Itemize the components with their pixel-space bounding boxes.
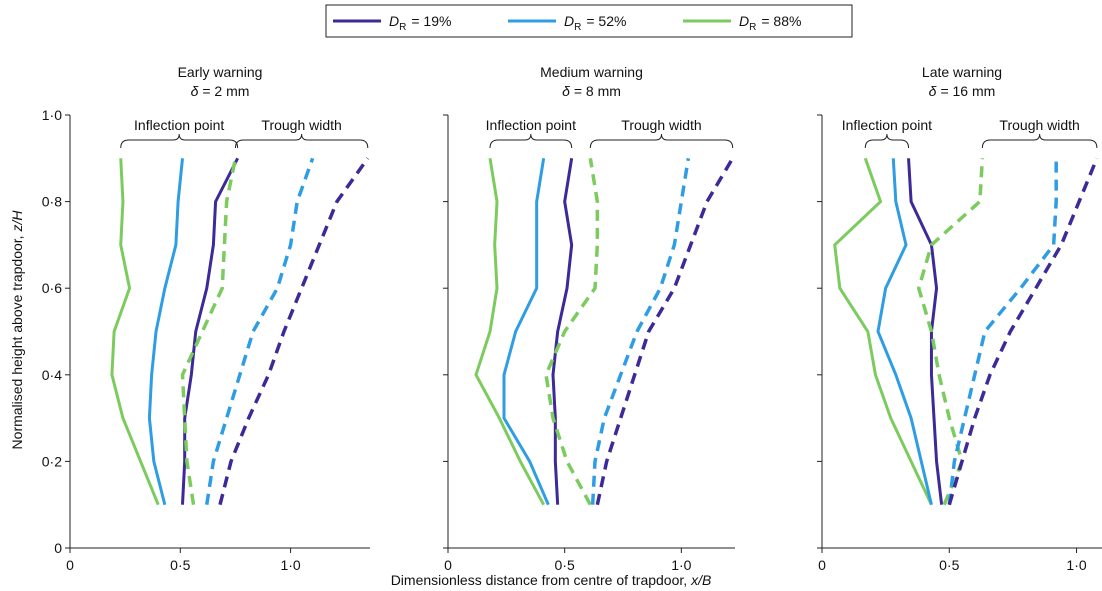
y-axis-label: Normalised height above trapdoor, z/H: [9, 210, 25, 450]
y-tick-label: 0·4: [42, 367, 62, 383]
panel-subtitle: δ = 16 mm: [929, 83, 996, 99]
x-tick-label: 0·5: [939, 557, 959, 573]
solid-line: [147, 158, 184, 506]
legend-box: [325, 4, 853, 38]
subtitle-text: = 8 mm: [574, 83, 621, 99]
legend-symbol: D: [564, 13, 574, 29]
annotation-brace: [864, 133, 910, 149]
annotation-brace: [589, 133, 734, 149]
dashed-line: [180, 157, 238, 505]
x-tick-label: 0: [818, 557, 826, 573]
subtitle-symbol: δ: [929, 83, 937, 99]
legend-label: DR = 19%: [389, 13, 451, 33]
legend-symbol: D: [389, 13, 399, 29]
x-tick-label: 0·5: [555, 557, 575, 573]
solid-line: [551, 158, 574, 505]
annotation: Trough width: [999, 117, 1079, 133]
solid-line: [907, 158, 944, 505]
annotation: Trough width: [261, 117, 341, 133]
dashed-line: [947, 157, 1099, 506]
y-tick-label: 1·0: [42, 107, 62, 123]
x-tick-label: 1·0: [1066, 557, 1086, 573]
x-tick-label: 1·0: [280, 557, 300, 573]
x-label-var: x/B: [690, 572, 711, 588]
solid-line: [181, 157, 239, 505]
dashed-line: [595, 157, 735, 506]
legend-symbol: D: [739, 13, 749, 29]
x-tick-label: 0·5: [170, 557, 190, 573]
dashed-line: [218, 157, 370, 506]
y-tick-label: 0·6: [42, 280, 62, 296]
legend-label: DR = 52%: [564, 13, 626, 33]
legend-subscript: R: [399, 22, 406, 33]
panel-subtitle: δ = 8 mm: [562, 83, 621, 99]
annotation-brace: [234, 133, 369, 149]
subtitle-text: = 16 mm: [940, 83, 995, 99]
legend-text: = 19%: [411, 13, 451, 29]
solid-line: [876, 158, 933, 506]
annotation: Inflection point: [134, 117, 224, 133]
annotation-brace: [981, 133, 1098, 149]
x-tick-label: 0: [66, 557, 74, 573]
y-tick-label: 0·8: [42, 194, 62, 210]
panel-title: Early warning: [178, 64, 263, 80]
x-tick-label: 1·0: [671, 557, 691, 573]
annotation: Trough width: [621, 117, 701, 133]
subtitle-symbol: δ: [191, 83, 199, 99]
solid-line: [474, 158, 545, 506]
x-axis-label: Dimensionless distance from centre of tr…: [391, 572, 712, 588]
dashed-line: [205, 157, 315, 505]
y-label-text: Normalised height above trapdoor,: [9, 235, 25, 449]
y-label-var: z/H: [9, 210, 25, 233]
dashed-line: [916, 158, 985, 506]
dashed-line: [544, 158, 600, 506]
panel-subtitle: δ = 2 mm: [191, 83, 250, 99]
legend-text: = 88%: [761, 13, 801, 29]
subtitle-symbol: δ: [562, 83, 570, 99]
annotation: Inflection point: [842, 117, 932, 133]
solid-line: [502, 158, 550, 506]
panel-title: Medium warning: [540, 64, 643, 80]
annotation-brace: [120, 133, 239, 149]
y-tick-label: 0·2: [42, 453, 62, 469]
legend-subscript: R: [574, 22, 581, 33]
y-tick-label: 0: [54, 540, 62, 556]
legend-label: DR = 88%: [739, 13, 801, 33]
annotation-brace: [489, 133, 573, 149]
legend-text: = 52%: [586, 13, 626, 29]
solid-line: [833, 157, 933, 506]
panel-title: Late warning: [922, 64, 1002, 80]
solid-line: [110, 158, 160, 506]
subtitle-text: = 2 mm: [202, 83, 249, 99]
annotation: Inflection point: [486, 117, 576, 133]
legend-subscript: R: [749, 22, 756, 33]
dashed-line: [947, 158, 1058, 505]
x-label-text: Dimensionless distance from centre of tr…: [391, 572, 687, 588]
dashed-line: [590, 158, 691, 505]
x-tick-label: 0: [444, 557, 452, 573]
